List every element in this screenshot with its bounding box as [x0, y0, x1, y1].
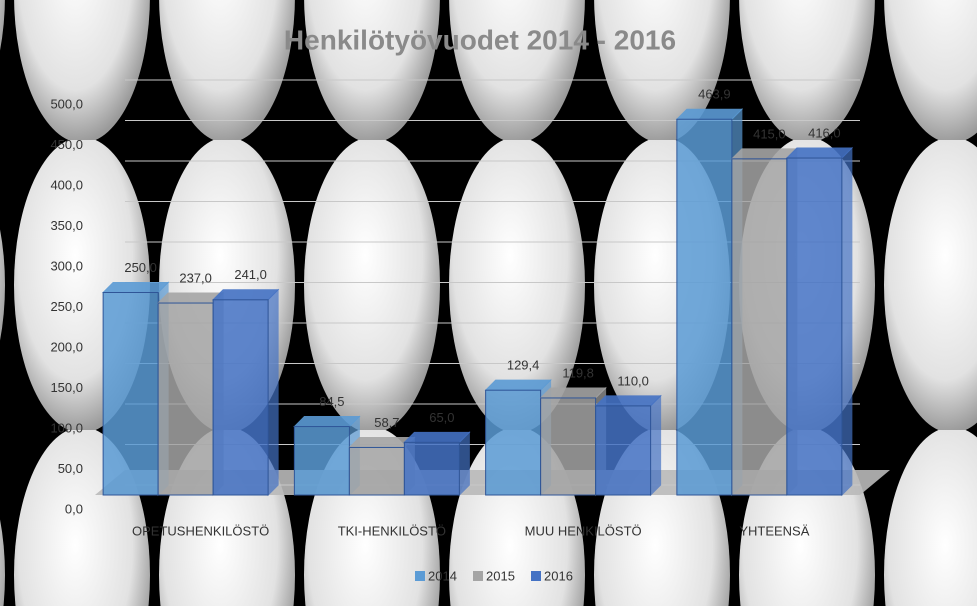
- y-tick-label: 100,0: [50, 420, 83, 435]
- bar-side: [841, 146, 853, 497]
- y-tick-label: 200,0: [50, 339, 83, 354]
- bar: [348, 446, 405, 496]
- value-label: 463,9: [698, 87, 731, 102]
- bar-top: [594, 395, 662, 407]
- legend-label: 2015: [486, 568, 515, 583]
- value-label: 237,0: [179, 270, 212, 285]
- x-tick-label: OPETUSHENKILÖSTÖ: [132, 523, 269, 538]
- value-label: 241,0: [234, 267, 267, 282]
- bar-top: [539, 387, 607, 399]
- value-label: 415,0: [753, 126, 786, 141]
- x-tick-label: MUU HENKILÖSTÖ: [525, 523, 642, 538]
- bar-side: [458, 431, 470, 497]
- y-tick-label: 150,0: [50, 380, 83, 395]
- bar: [157, 302, 214, 496]
- y-tick-label: 250,0: [50, 299, 83, 314]
- y-tick-label: 50,0: [58, 461, 83, 476]
- bar: [540, 397, 597, 496]
- value-label: 416,0: [808, 125, 841, 140]
- y-tick-label: 450,0: [50, 137, 83, 152]
- y-tick-label: 300,0: [50, 258, 83, 273]
- bar-top: [403, 431, 471, 443]
- value-label: 65,0: [429, 410, 454, 425]
- legend-label: 2014: [428, 568, 457, 583]
- bar-top: [211, 289, 280, 301]
- bar: [293, 426, 350, 496]
- bar-top: [293, 416, 361, 428]
- y-tick-label: 0,0: [65, 501, 83, 516]
- bar: [485, 389, 542, 496]
- x-tick-label: YHTEENSÄ: [739, 523, 809, 538]
- legend-swatch: [531, 571, 541, 581]
- legend-swatch: [415, 571, 425, 581]
- bar: [731, 158, 788, 496]
- value-label: 110,0: [617, 373, 649, 388]
- bar-top: [484, 379, 552, 391]
- bar: [595, 405, 652, 496]
- value-label: 58,7: [374, 415, 399, 430]
- x-tick-label: TKI-HENKILÖSTÖ: [338, 523, 446, 538]
- bar-top: [675, 108, 744, 120]
- bar-top: [101, 282, 170, 293]
- legend-label: 2016: [544, 568, 573, 583]
- value-label: 129,4: [507, 358, 540, 373]
- y-tick-label: 500,0: [50, 96, 83, 111]
- value-label: 84,5: [319, 394, 344, 409]
- legend-swatch: [473, 571, 483, 581]
- bar-side: [650, 394, 662, 497]
- bar: [786, 157, 843, 496]
- bar: [102, 292, 159, 496]
- bar: [212, 299, 269, 496]
- y-tick-label: 350,0: [50, 218, 83, 233]
- y-tick-label: 400,0: [50, 177, 83, 192]
- chart-title: Henkilötyövuodet 2014 - 2016: [284, 24, 676, 55]
- value-label: 250,0: [124, 260, 157, 275]
- bar: [403, 441, 460, 496]
- bar-side: [267, 288, 279, 497]
- value-label: 119,8: [562, 365, 594, 380]
- bar: [676, 118, 733, 496]
- bar-top: [785, 147, 854, 159]
